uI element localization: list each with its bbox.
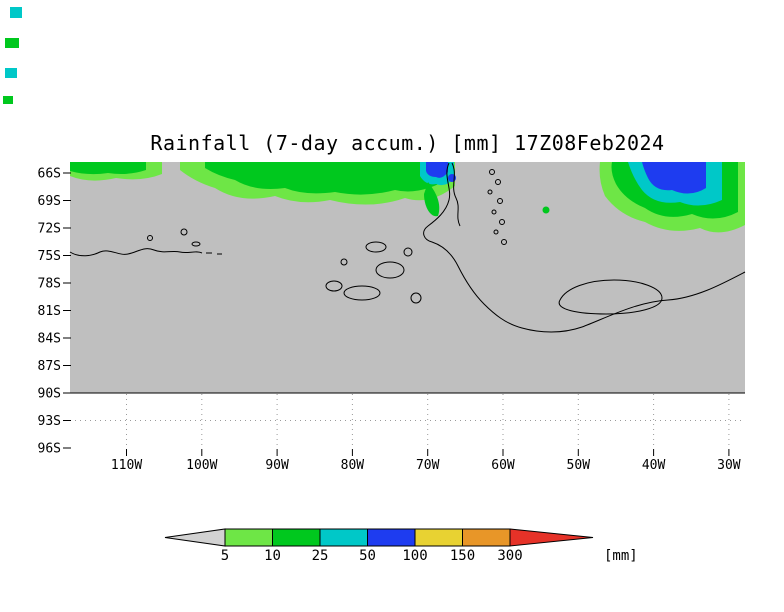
colorbar-boundary-label: 25 [312, 548, 329, 564]
xtick-label: 80W [341, 458, 365, 473]
colorbar-boundary-label: 150 [450, 548, 475, 564]
island-outline [403, 247, 413, 257]
edge-color-marks [3, 7, 22, 104]
ytick-label: 78S [38, 277, 61, 292]
colorbar-segment [367, 528, 416, 547]
colorbar: 5 10 25 50 100 150 300 [164, 528, 594, 564]
island-outline [487, 189, 493, 195]
rain-50-100 [426, 162, 448, 178]
ytick-label: 84S [38, 332, 61, 347]
xtick-label: 90W [265, 458, 289, 473]
colorbar-boundary-label: 5 [221, 548, 229, 564]
ytick-label: 69S [38, 194, 61, 209]
island-outline [343, 285, 381, 301]
below-90S-region [70, 393, 745, 449]
rain-10-25 [205, 162, 450, 195]
island-outline [499, 219, 505, 225]
coastline-west [69, 248, 203, 257]
coastlines [69, 162, 746, 333]
chart-title: Rainfall (7-day accum.) [mm] 17Z08Feb202… [150, 131, 665, 155]
colorbar-segment [224, 528, 273, 547]
stray-color-mark [5, 68, 17, 78]
colorbar-boundary-label: 50 [359, 548, 376, 564]
rainfall-shading [70, 162, 745, 233]
ice-shelf-outline [558, 279, 663, 315]
xtick-label: 40W [642, 458, 666, 473]
island-outline [410, 292, 422, 304]
island-outline [340, 258, 348, 266]
rain-10-25 [70, 162, 146, 175]
map-plot [69, 162, 746, 449]
xtick-label: 30W [717, 458, 741, 473]
island-outline [491, 209, 497, 215]
stray-color-mark [5, 38, 19, 48]
island-outline [180, 228, 188, 236]
island-outline [493, 229, 499, 235]
xtick-label: 100W [186, 458, 217, 473]
xtick-label: 60W [491, 458, 515, 473]
colorbar-arrow-high [509, 528, 594, 547]
ytick-label: 87S [38, 359, 61, 374]
xtick-label: 50W [567, 458, 591, 473]
colorbar-segment [462, 528, 511, 547]
island-outline [147, 235, 153, 241]
coastline-peninsula [423, 162, 746, 333]
colorbar-segment [319, 528, 368, 547]
ytick-label: 72S [38, 222, 61, 237]
island-outline [495, 179, 501, 185]
island-outline [497, 198, 503, 204]
island-outline [489, 169, 495, 175]
colorbar-unit-label: [mm] [604, 548, 638, 564]
island-outline [365, 241, 387, 253]
coastline-peninsula-east [451, 162, 461, 227]
xtick-label: 110W [111, 458, 142, 473]
rain-10-25 [424, 182, 440, 217]
colorbar-boundary-label: 300 [497, 548, 522, 564]
stray-color-mark [10, 7, 22, 18]
ytick-label: 75S [38, 249, 61, 264]
colorbar-segment [414, 528, 463, 547]
rain-10-25 [542, 206, 550, 214]
y-axis: 66S 69S 72S 75S 78S 81S 84S 87S 90S 93S 96S [38, 167, 71, 457]
ytick-label: 81S [38, 304, 61, 319]
gridlines [70, 394, 745, 448]
colorbar-arrow-low [164, 528, 226, 547]
ytick-label: 96S [38, 442, 61, 457]
colorbar-boundary-label: 10 [264, 548, 281, 564]
island-outline [375, 261, 405, 279]
island-outline [325, 280, 343, 292]
x-axis: 110W 100W 90W 80W 70W 60W 50W 40W 30W [111, 449, 741, 473]
ytick-label: 93S [38, 414, 61, 429]
stray-color-mark [3, 96, 13, 104]
colorbar-boundary-label: 100 [402, 548, 427, 564]
rain-50-100 [448, 174, 456, 182]
colorbar-segment [272, 528, 321, 547]
island-outline [191, 241, 201, 247]
rain-50-100 [642, 162, 706, 194]
island-outline [501, 239, 507, 245]
ytick-label: 90S [38, 387, 61, 402]
ytick-label: 66S [38, 167, 61, 182]
coastline-dashes [206, 252, 222, 255]
xtick-label: 70W [416, 458, 440, 473]
